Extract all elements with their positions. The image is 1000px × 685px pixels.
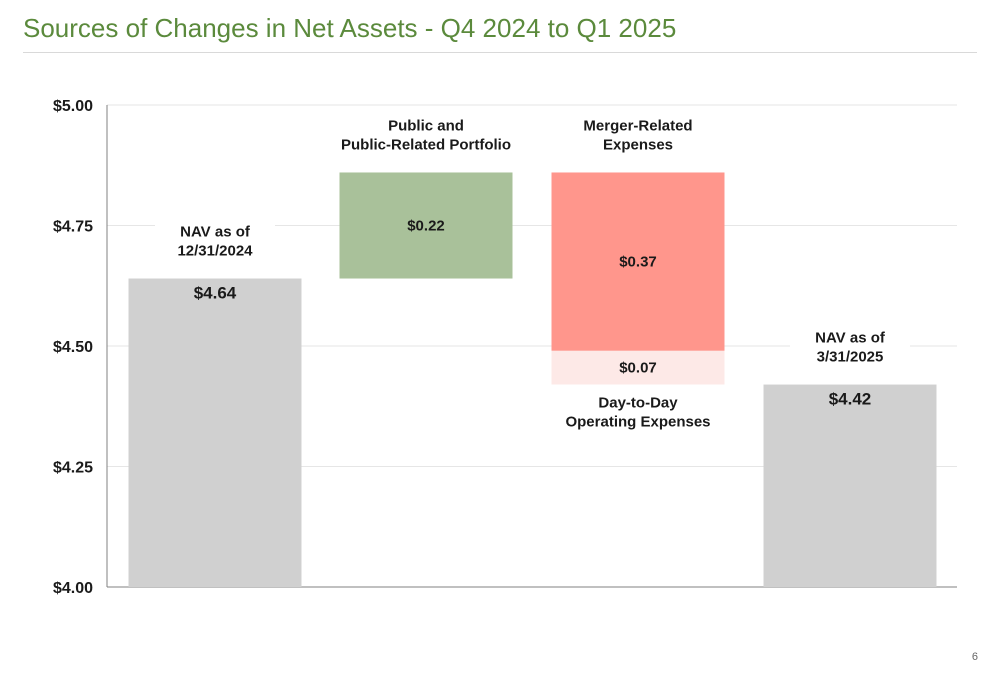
bar-category-label: 12/31/2024 — [177, 243, 253, 260]
bar-nav-start — [128, 278, 302, 587]
bar-category-label: Day-to-Day — [598, 395, 678, 412]
bar-category-label: NAV as of — [815, 330, 886, 347]
y-tick-label: $4.25 — [53, 460, 93, 477]
y-tick-label: $5.00 — [53, 98, 93, 115]
bar-value-label: $4.42 — [829, 390, 872, 409]
label-backing — [155, 220, 275, 261]
bar-operating-expenses — [551, 350, 725, 385]
page-title: Sources of Changes in Net Assets - Q4 20… — [23, 13, 677, 43]
y-tick-label: $4.00 — [53, 580, 93, 597]
bar-category-label: Merger-Related — [583, 117, 692, 134]
y-tick-label: $4.75 — [53, 219, 93, 236]
bar-category-label: Public and — [388, 117, 464, 134]
caption-backing — [551, 384, 725, 445]
bar-value-label: $0.22 — [407, 217, 445, 234]
title-divider — [23, 52, 977, 53]
waterfall-chart: $5.00 $4.75 $4.50 $4.25 $4.00 $4.64 $0.22 $0.37… — [53, 98, 957, 597]
bar-nav-end — [763, 384, 937, 587]
page-number: 6 — [971, 651, 978, 663]
bar-value-label: $4.64 — [194, 284, 237, 303]
bar-value-label: $0.37 — [619, 254, 657, 271]
bar-category-label: Public-Related Portfolio — [341, 136, 511, 153]
bar-value-label: $0.07 — [619, 360, 657, 377]
bar-category-label: 3/31/2025 — [817, 349, 884, 366]
bar-category-label: Expenses — [603, 136, 673, 153]
y-tick-label: $4.50 — [53, 339, 93, 356]
bar-merger-expenses — [551, 172, 725, 351]
bar-category-label: Operating Expenses — [565, 414, 710, 431]
bar-category-label: NAV as of — [180, 224, 251, 241]
bar-public-portfolio — [339, 172, 513, 279]
label-backing — [790, 326, 910, 367]
